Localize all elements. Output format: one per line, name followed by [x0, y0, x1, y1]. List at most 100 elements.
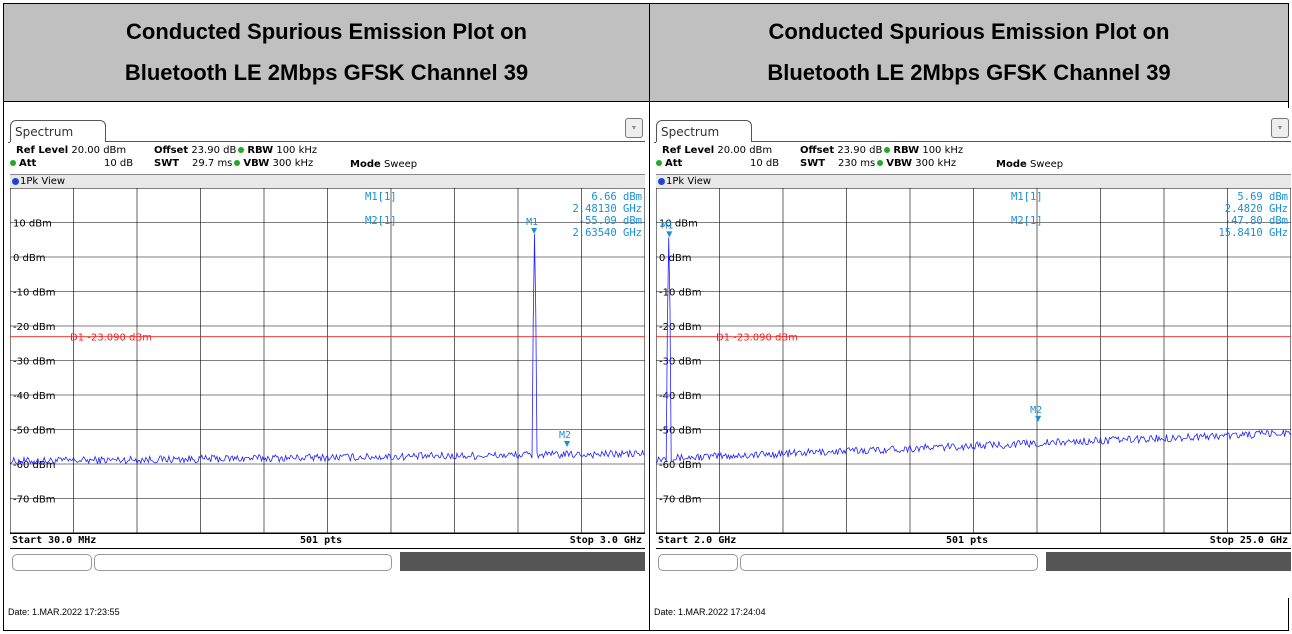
- report-table: Conducted Spurious Emission Plot on Blue…: [3, 3, 1291, 632]
- marker-readout: 15.8410 GHz: [1218, 227, 1288, 239]
- att-indicator-icon: [10, 160, 16, 166]
- y-tick-label: -30 dBm: [659, 357, 701, 368]
- y-tick-label: -20 dBm: [659, 322, 701, 333]
- column-divider: [649, 4, 650, 630]
- swt-value: 230 ms VBW 300 kHz: [838, 158, 957, 169]
- y-tick-label: 10 dBm: [13, 219, 52, 230]
- analyzer-screen: Spectrum ▿ Ref Level 20.00 dBm Att 10 dB…: [654, 108, 1291, 598]
- marker-readout: M2[1]: [1011, 215, 1043, 227]
- att-value: 10 dB: [750, 158, 780, 169]
- marker-readout: M2[1]: [365, 215, 397, 227]
- y-tick-label: -30 dBm: [13, 357, 55, 368]
- trace-line: [10, 233, 645, 466]
- y-tick-label: 10 dBm: [659, 219, 698, 230]
- marker-m2-icon: [564, 441, 571, 448]
- y-tick-label: 0 dBm: [659, 253, 692, 264]
- y-tick-label: -70 dBm: [13, 495, 55, 506]
- tab-line: [752, 141, 1291, 142]
- y-tick-label: -20 dBm: [13, 322, 55, 333]
- view-bar: 1Pk View: [656, 174, 1291, 189]
- trace-line: [656, 237, 1291, 463]
- spectrum-plot: 10 dBm 0 dBm -10 dBm -20 dBm -30 dBm -40 dBm -…: [656, 188, 1291, 533]
- marker-label: M2: [1030, 405, 1042, 416]
- spectrum-plot: 10 dBm 0 dBm -10 dBm -20 dBm -30 dBm -40 dBm -…: [10, 188, 645, 533]
- tab-spectrum[interactable]: Spectrum: [656, 120, 752, 142]
- marker-readout: 2.48130 GHz: [572, 203, 642, 215]
- points-count: 501 pts: [300, 535, 343, 546]
- offset-indicator-icon: [884, 147, 891, 153]
- offset-indicator-icon: [238, 147, 245, 153]
- tab-spectrum[interactable]: Spectrum: [10, 120, 106, 142]
- status-field[interactable]: [94, 554, 392, 571]
- start-frequency: Start 30.0 MHz: [12, 535, 97, 546]
- spectrum-panel-right: Spectrum ▿ Ref Level 20.00 dBm Att 10 dB…: [650, 102, 1291, 632]
- limit-line-label: D1 -23.090 dBm: [716, 333, 798, 344]
- view-label: 1Pk View: [666, 176, 712, 187]
- y-tick-label: -60 dBm: [659, 460, 701, 471]
- frequency-bar: Start 30.0 MHz 501 pts Stop 3.0 GHz: [10, 533, 645, 549]
- offset: Offset 23.90 dB RBW 100 kHz: [800, 145, 964, 156]
- marker-m1-icon: [531, 228, 538, 235]
- menu-icon[interactable]: ▿: [625, 118, 643, 138]
- y-tick-label: -70 dBm: [659, 495, 701, 506]
- marker-readout: 6.66 dBm: [591, 191, 642, 203]
- tab-line: [8, 142, 10, 143]
- marker-label: M1: [661, 220, 673, 231]
- att: Att: [8, 158, 36, 169]
- marker-readout: 2.63540 GHz: [572, 227, 642, 239]
- view-label: 1Pk View: [20, 176, 66, 187]
- spectrum-panel-left: Spectrum ▿ Ref Level 20.00 dBm Att 10 dB…: [4, 102, 649, 632]
- marker-readout: M1[1]: [1011, 191, 1043, 203]
- analyzer-screen: Spectrum ▿ Ref Level 20.00 dBm Att 10 dB…: [8, 108, 645, 598]
- swt-indicator-icon: [877, 160, 884, 166]
- tab-line: [106, 141, 645, 142]
- swt-indicator-icon: [234, 160, 241, 166]
- marker-m2-icon: [1035, 415, 1042, 422]
- marker-label: M1: [526, 217, 538, 228]
- swt: SWT: [800, 158, 826, 169]
- y-tick-label: -10 dBm: [659, 288, 701, 299]
- date-stamp: Date: 1.MAR.2022 17:23:55: [8, 607, 120, 617]
- tab-label: Spectrum: [661, 125, 720, 139]
- points-count: 501 pts: [946, 535, 989, 546]
- start-frequency: Start 2.0 GHz: [658, 535, 737, 546]
- frequency-bar: Start 2.0 GHz 501 pts Stop 25.0 GHz: [656, 533, 1291, 549]
- y-tick-label: -60 dBm: [13, 460, 55, 471]
- swt-value: 29.7 ms VBW 300 kHz: [192, 158, 314, 169]
- date-stamp: Date: 1.MAR.2022 17:24:04: [654, 607, 766, 617]
- y-tick-label: -40 dBm: [659, 391, 701, 402]
- ref-level: Ref Level 20.00 dBm: [16, 145, 127, 156]
- y-tick-label: -50 dBm: [659, 426, 701, 437]
- att: Att: [654, 158, 682, 169]
- marker-readout: M1[1]: [365, 191, 397, 203]
- status-field[interactable]: [740, 554, 1038, 571]
- menu-icon[interactable]: ▿: [1271, 118, 1289, 138]
- status-field[interactable]: [658, 554, 738, 571]
- stop-frequency: Stop 25.0 GHz: [1209, 535, 1288, 546]
- panel-header-left: Conducted Spurious Emission Plot on Blue…: [4, 4, 649, 102]
- measuring-indicator: [1046, 552, 1291, 571]
- y-tick-label: -40 dBm: [13, 391, 55, 402]
- status-bar: [656, 552, 1291, 572]
- marker-readout: 5.69 dBm: [1237, 191, 1288, 203]
- att-value: 10 dB: [104, 158, 134, 169]
- y-tick-label: -50 dBm: [13, 426, 55, 437]
- y-tick-label: 0 dBm: [13, 253, 46, 264]
- title-line1: Conducted Spurious Emission Plot on: [126, 19, 527, 44]
- title-line2: Bluetooth LE 2Mbps GFSK Channel 39: [124, 60, 529, 85]
- tab-line: [654, 142, 656, 143]
- status-field[interactable]: [12, 554, 92, 571]
- marker-readout: -55.09 dBm: [579, 215, 642, 227]
- ref-level: Ref Level 20.00 dBm: [662, 145, 773, 156]
- marker-readout: 2.4820 GHz: [1225, 203, 1288, 215]
- status-bar: [10, 552, 645, 572]
- limit-line-label: D1 -23.090 dBm: [70, 333, 152, 344]
- title-line2: Bluetooth LE 2Mbps GFSK Channel 39: [767, 60, 1171, 85]
- trace-indicator-icon: [12, 177, 19, 185]
- swt: SWT: [154, 158, 180, 169]
- y-tick-label: -10 dBm: [13, 288, 55, 299]
- panel-header-right: Conducted Spurious Emission Plot on Blue…: [650, 4, 1288, 102]
- measuring-indicator: [400, 552, 645, 571]
- offset: Offset 23.90 dB RBW 100 kHz: [154, 145, 318, 156]
- mode: Mode Sweep: [996, 159, 1064, 170]
